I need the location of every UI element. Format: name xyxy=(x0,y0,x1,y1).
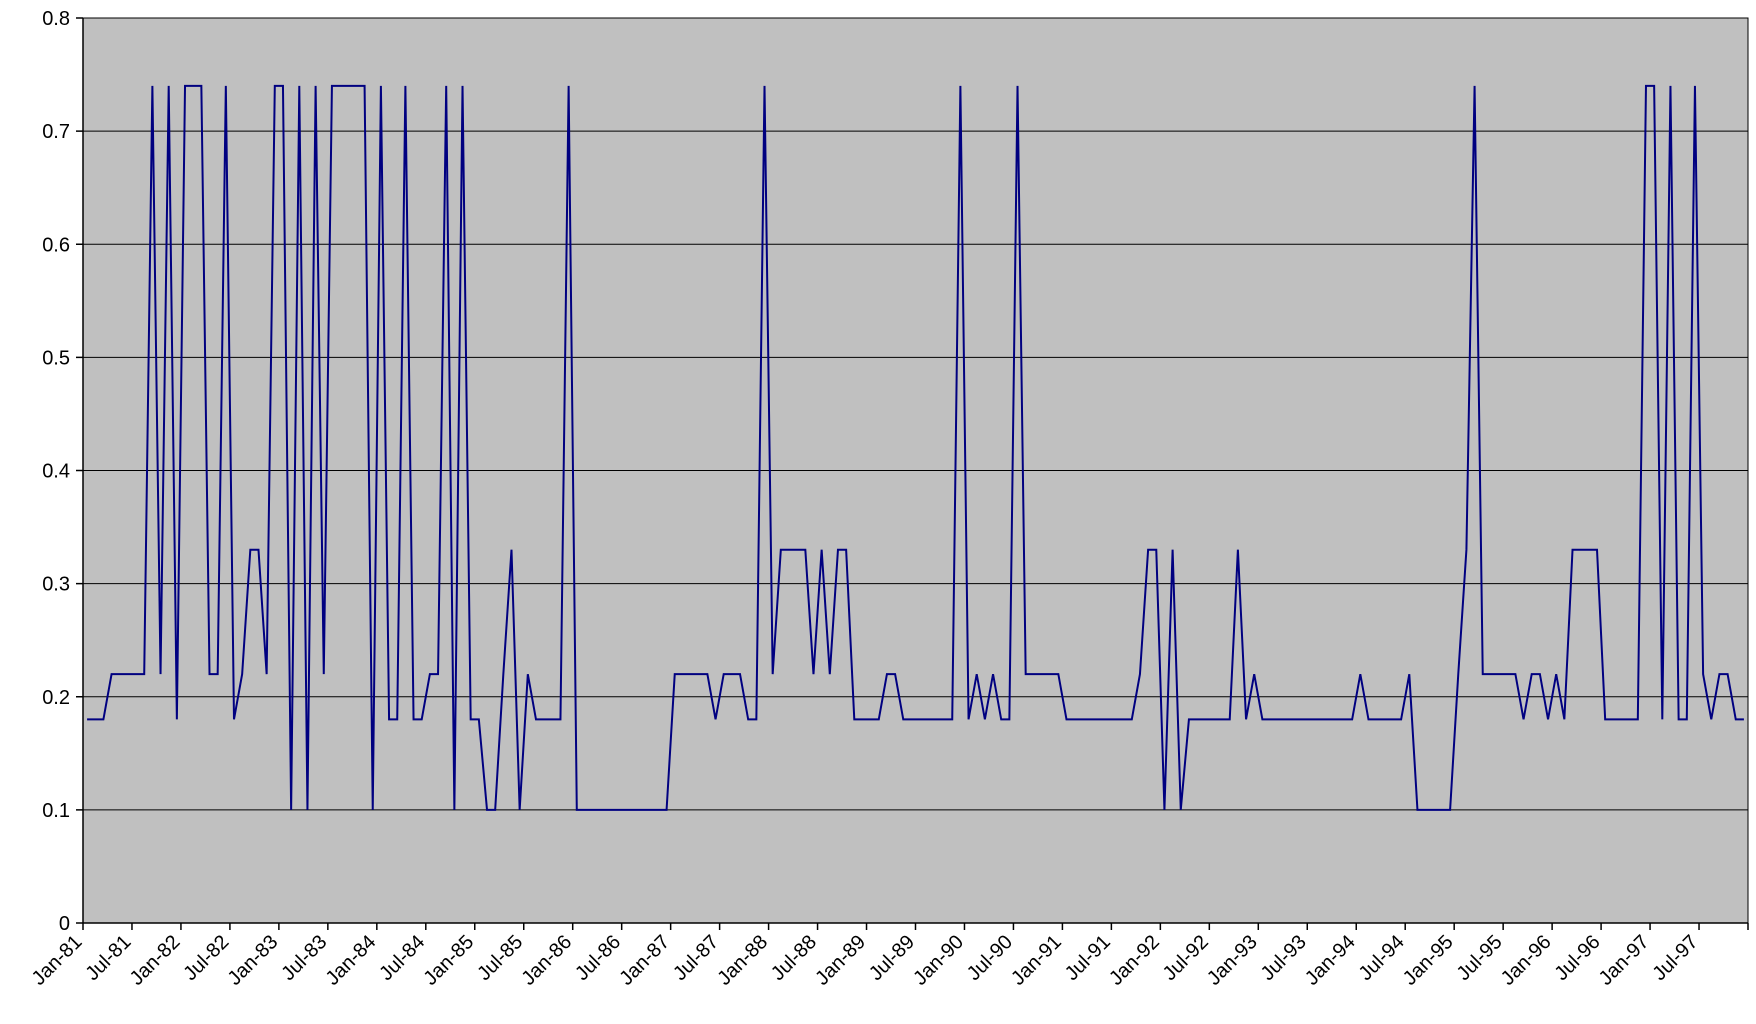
series-line xyxy=(87,84,1744,811)
gridlines xyxy=(83,130,1748,811)
y-tick-label: 0.6 xyxy=(42,234,70,256)
y-tick-label: 0.1 xyxy=(42,800,70,822)
y-tick-label: 0.4 xyxy=(42,461,70,483)
series-layer xyxy=(87,84,1744,811)
y-tick-label: 0.2 xyxy=(42,687,70,709)
y-tick-label: 0.3 xyxy=(42,574,70,596)
y-tick-label: 0.5 xyxy=(42,347,70,369)
y-tick-label: 0 xyxy=(59,913,70,935)
y-tick-label: 0.7 xyxy=(42,121,70,143)
y-tick-label: 0.8 xyxy=(42,8,70,30)
y-axis: 0 0.1 0.2 0.3 0.4 0.5 0.6 0.7 0.8 xyxy=(42,8,84,935)
